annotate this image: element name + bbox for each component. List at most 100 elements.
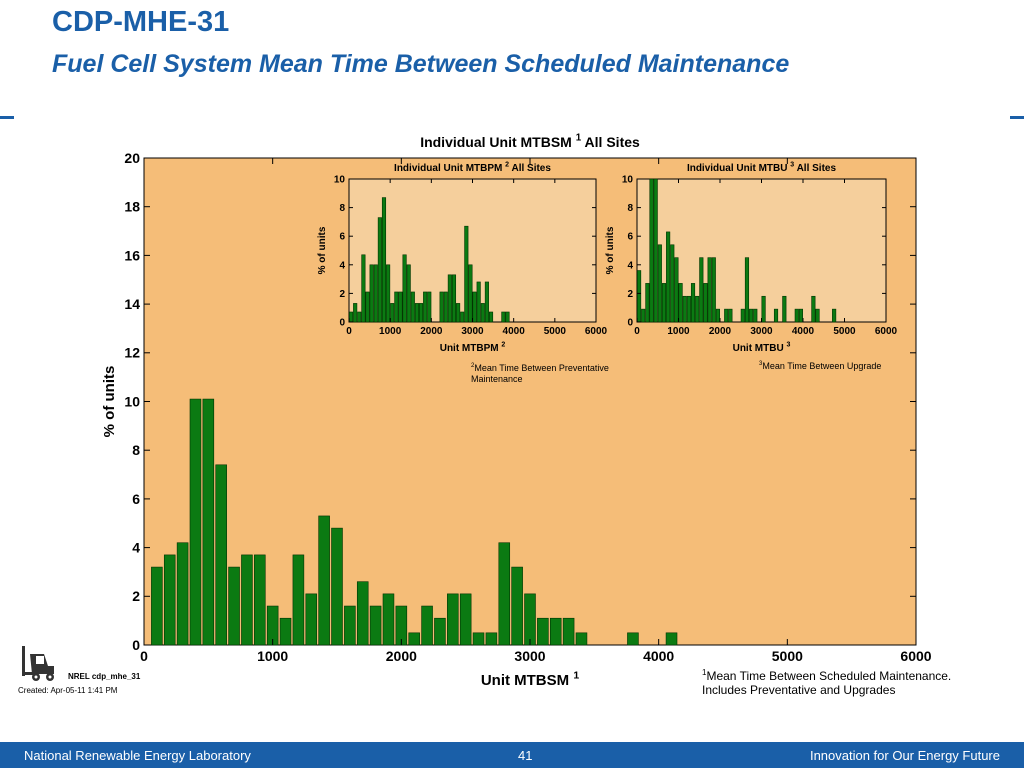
x-tick-label: 4000	[503, 326, 526, 337]
x-axis-label: Unit MTBSM 1	[481, 669, 579, 689]
source-label: NREL cdp_mhe_31	[68, 672, 141, 681]
x-axis-label: Unit MTBPM 2	[440, 342, 506, 355]
y-tick-label: 0	[339, 318, 345, 329]
bar	[215, 464, 227, 646]
bar	[524, 593, 536, 646]
y-tick-label: 4	[339, 260, 345, 271]
forklift-logo-icon	[18, 644, 62, 689]
bar	[241, 554, 253, 646]
bar	[653, 178, 658, 323]
y-tick-label: 12	[124, 345, 140, 361]
bar	[468, 264, 473, 323]
bar	[406, 264, 411, 323]
bar	[753, 308, 758, 323]
bar	[740, 308, 745, 323]
x-tick-label: 3000	[750, 326, 773, 337]
bar	[459, 593, 472, 646]
x-axis-label: Unit MTBU 3	[733, 342, 791, 355]
bar	[782, 295, 787, 323]
bar	[447, 593, 459, 646]
x-tick-label: 2000	[420, 326, 443, 337]
bar	[641, 308, 646, 323]
bar	[451, 274, 457, 323]
bar	[421, 605, 433, 646]
bar	[456, 303, 461, 323]
y-tick-label: 2	[627, 289, 633, 300]
bar	[657, 244, 662, 323]
bar	[627, 632, 639, 646]
bar	[460, 311, 465, 323]
bar	[724, 308, 729, 323]
y-tick-label: 2	[339, 289, 345, 300]
y-tick-label: 20	[124, 150, 140, 166]
y-tick-label: 8	[132, 442, 140, 458]
bar	[645, 283, 650, 323]
bar	[394, 291, 399, 323]
y-tick-label: 8	[339, 203, 345, 214]
bar	[749, 308, 754, 323]
bar	[292, 554, 305, 646]
bar	[665, 632, 678, 646]
bar	[279, 617, 292, 646]
bar	[439, 291, 444, 323]
bar	[349, 311, 354, 323]
y-tick-label: 0	[627, 318, 633, 329]
x-tick-label: 2000	[386, 648, 417, 664]
chart-title: Individual Unit MTBPM 2 All Sites	[394, 162, 551, 175]
bar	[381, 197, 387, 323]
bar	[386, 264, 391, 323]
bar	[794, 308, 799, 323]
bar	[511, 566, 523, 646]
bar	[423, 291, 428, 323]
x-tick-label: 1000	[257, 648, 288, 664]
bar	[773, 308, 779, 323]
bar	[682, 295, 687, 323]
x-tick-label: 3000	[514, 648, 545, 664]
bar	[832, 308, 837, 323]
x-tick-label: 0	[634, 326, 640, 337]
footnote-2: 2Mean Time Between Preventative Maintena…	[471, 363, 609, 384]
y-tick-label: 10	[124, 393, 140, 409]
bar	[472, 291, 477, 323]
bar	[402, 254, 407, 323]
bar	[670, 244, 675, 323]
chart-title: Individual Unit MTBU 3 All Sites	[687, 162, 837, 175]
y-axis-label: % of units	[317, 226, 328, 274]
bar	[189, 398, 202, 646]
bar	[488, 311, 494, 323]
created-timestamp: Created: Apr-05-11 1:41 PM	[18, 686, 118, 695]
bar	[427, 291, 432, 323]
footer-bar: National Renewable Energy Laboratory 41 …	[0, 742, 1024, 768]
bar	[410, 291, 415, 323]
x-tick-label: 6000	[875, 326, 898, 337]
bar	[715, 308, 720, 323]
bar	[711, 257, 716, 323]
bar	[408, 632, 420, 646]
bar	[151, 566, 163, 646]
y-tick-label: 10	[334, 175, 346, 186]
x-tick-label: 3000	[461, 326, 484, 337]
footer-tagline: Innovation for Our Energy Future	[809, 748, 1000, 763]
bar	[480, 303, 485, 323]
bar	[390, 303, 395, 323]
bar	[815, 308, 820, 323]
plot-area-2	[636, 178, 887, 323]
y-tick-label: 10	[622, 175, 634, 186]
x-tick-label: 4000	[643, 648, 674, 664]
bar	[344, 605, 356, 646]
bar	[537, 617, 549, 646]
x-tick-label: 1000	[667, 326, 690, 337]
bar	[661, 283, 667, 323]
bar	[637, 270, 642, 323]
x-tick-label: 5000	[544, 326, 567, 337]
bar	[674, 257, 679, 323]
y-tick-label: 6	[627, 232, 633, 243]
bar	[505, 311, 510, 323]
footnote-1: 1Mean Time Between Scheduled Maintenance…	[702, 668, 952, 697]
bar	[472, 632, 485, 646]
bar	[414, 303, 419, 323]
plot-area-1	[348, 178, 597, 323]
y-tick-label: 14	[124, 296, 140, 312]
bar	[484, 281, 489, 323]
y-axis-label: % of units	[101, 366, 118, 438]
